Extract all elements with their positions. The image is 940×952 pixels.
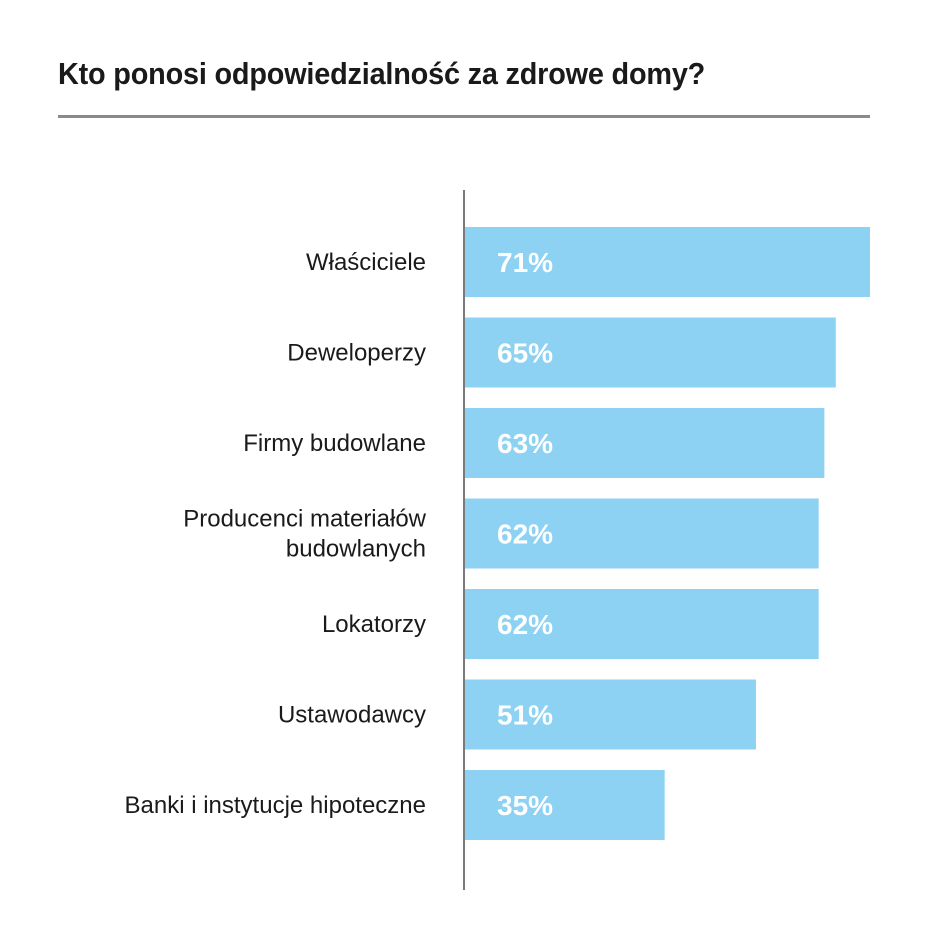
bar-value-label: 65% <box>497 338 553 369</box>
category-label: budowlanych <box>286 536 426 563</box>
bar-value-label: 62% <box>497 519 553 550</box>
bar <box>465 227 870 297</box>
bar-value-label: 51% <box>497 700 553 731</box>
bar <box>465 679 756 750</box>
bars-layer <box>465 227 870 840</box>
category-label: Deweloperzy <box>287 340 426 367</box>
bar <box>465 498 819 569</box>
title-rule <box>58 115 870 118</box>
bar-value-label: 63% <box>497 428 553 459</box>
value-labels: 71% 65% 63% 62% 62% 51% 35% <box>497 247 553 821</box>
category-label: Lokatorzy <box>322 611 426 638</box>
category-label: Producenci materiałów <box>183 506 426 533</box>
category-label: Właściciele <box>306 249 426 276</box>
bar <box>465 408 825 478</box>
category-label: Firmy budowlane <box>243 430 426 457</box>
bar <box>465 317 836 388</box>
category-label: Ustawodawcy <box>278 702 426 729</box>
bar <box>465 770 665 840</box>
bar-value-label: 71% <box>497 247 553 278</box>
bar-value-label: 62% <box>497 609 553 640</box>
category-labels: Właściciele Deweloperzy Firmy budowlane Pro… <box>125 249 427 819</box>
category-label: Banki i instytucje hipoteczne <box>125 792 427 819</box>
bar <box>465 589 819 659</box>
bar-value-label: 35% <box>497 790 553 821</box>
chart-title: Kto ponosi odpowiedzialność za zdrowe do… <box>58 56 706 91</box>
